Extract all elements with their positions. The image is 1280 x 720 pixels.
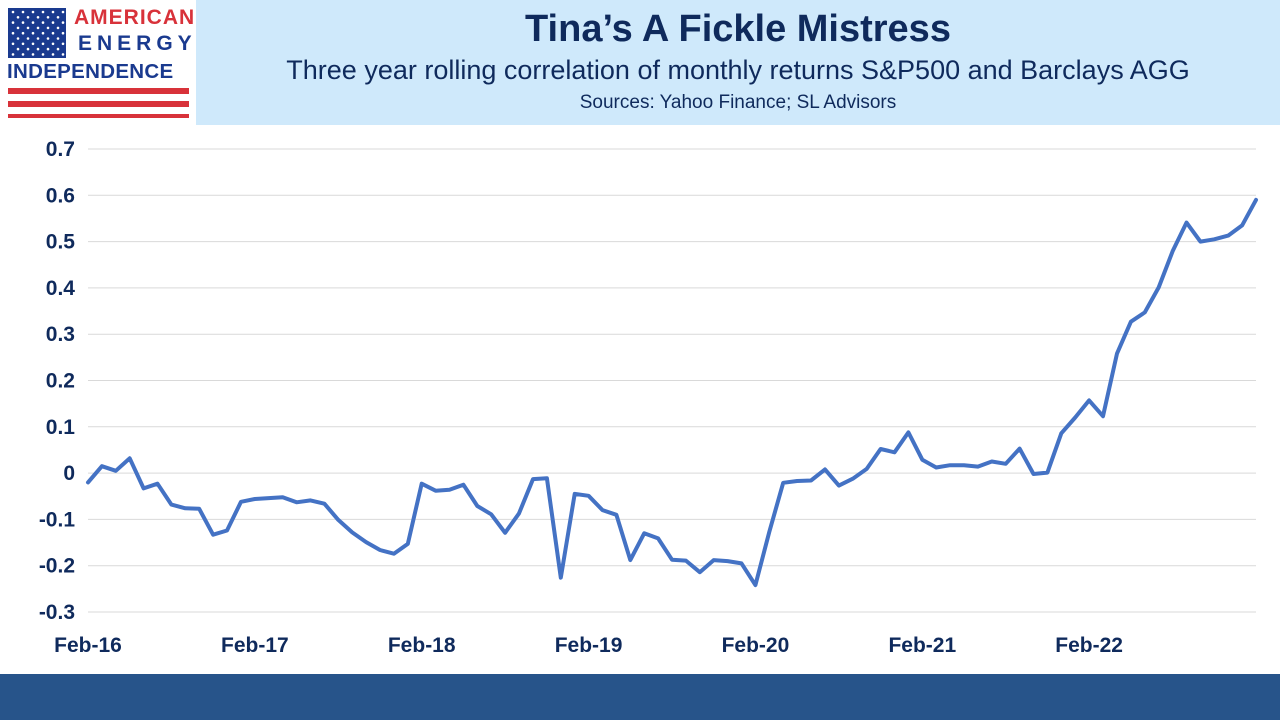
x-tick-label: Feb-18 <box>388 634 456 657</box>
us-flag-icon <box>8 8 66 58</box>
chart-title: Tina’s A Fickle Mistress <box>525 8 951 50</box>
y-tick-label: -0.2 <box>39 555 75 578</box>
x-tick-label: Feb-21 <box>888 634 956 657</box>
chart-source: Sources: Yahoo Finance; SL Advisors <box>579 92 897 113</box>
correlation-series-line <box>86 197 1258 588</box>
correlation-line-chart: -0.3 -0.2 -0.1 0 0.1 0.2 0.3 0.4 0.5 0.6 0.7 Feb-1… <box>39 138 1258 657</box>
gridlines <box>88 148 1256 613</box>
y-axis-ticks: -0.3 -0.2 -0.1 0 0.1 0.2 0.3 0.4 0.5 0.6 0.7 <box>39 138 76 624</box>
header-banner: AMERICAN ENERGY INDEPENDENCE Tina’s A Fi… <box>0 0 1280 125</box>
y-tick-label: 0.6 <box>46 184 75 207</box>
logo-stripe <box>8 114 189 118</box>
x-tick-label: Feb-16 <box>54 634 122 657</box>
x-tick-label: Feb-20 <box>722 634 790 657</box>
brand-logo: AMERICAN ENERGY INDEPENDENCE <box>0 0 196 125</box>
y-tick-label: 0.3 <box>46 323 75 346</box>
series-layer <box>86 197 1258 588</box>
logo-line-american: AMERICAN <box>74 6 196 29</box>
logo-stripe <box>8 88 189 94</box>
logo-line-energy: ENERGY <box>78 32 197 55</box>
y-tick-label: 0.1 <box>46 416 76 439</box>
x-tick-label: Feb-19 <box>555 634 623 657</box>
y-tick-label: -0.1 <box>39 508 76 531</box>
x-axis-ticks: Feb-16 Feb-17 Feb-18 Feb-19 Feb-20 Feb-21 Feb-… <box>54 634 1123 657</box>
y-tick-label: 0.2 <box>46 370 75 393</box>
y-tick-label: 0 <box>63 462 75 485</box>
footer-bar <box>0 674 1280 720</box>
logo-stripe <box>8 101 189 107</box>
chart-subtitle: Three year rolling correlation of monthl… <box>286 55 1190 85</box>
y-tick-label: 0.5 <box>46 231 76 254</box>
y-tick-label: 0.7 <box>46 138 75 161</box>
y-tick-label: -0.3 <box>39 601 75 624</box>
y-tick-label: 0.4 <box>46 277 76 300</box>
logo-line-independence: INDEPENDENCE <box>7 60 174 83</box>
x-tick-label: Feb-17 <box>221 634 289 657</box>
x-tick-label: Feb-22 <box>1055 634 1123 657</box>
